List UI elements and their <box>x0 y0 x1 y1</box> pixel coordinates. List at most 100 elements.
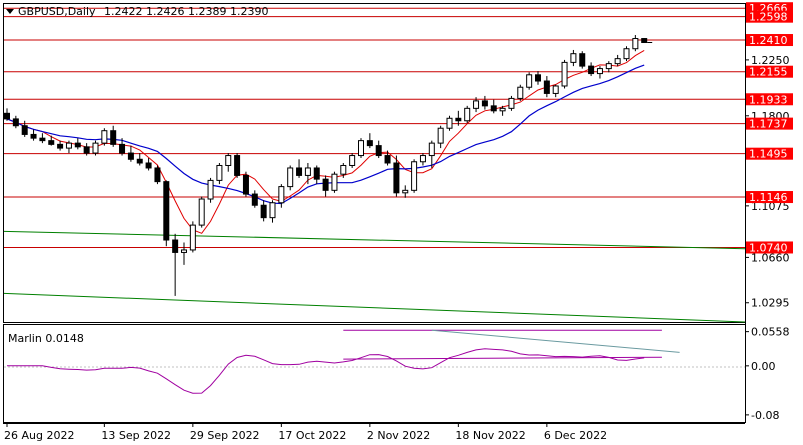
ma-long-line-2 <box>3 292 746 323</box>
candle <box>110 125 117 147</box>
symbol-label: GBPUSD,Daily <box>18 5 96 18</box>
candle <box>446 115 453 131</box>
candle <box>260 200 267 222</box>
symbol-dropdown-icon[interactable] <box>6 9 14 14</box>
time-axis-label: 29 Sep 2022 <box>190 429 260 442</box>
candle <box>632 35 639 52</box>
candle <box>163 180 170 247</box>
candle <box>623 46 630 62</box>
level-value: 1.1495 <box>749 148 788 161</box>
level-tag: 1.1737 <box>746 117 793 131</box>
candle <box>331 171 338 193</box>
candle <box>145 158 152 171</box>
candle <box>508 95 515 111</box>
candle <box>561 59 568 89</box>
candle <box>181 242 187 265</box>
level-tag: 1.1933 <box>746 93 793 106</box>
candle <box>198 196 205 228</box>
candle <box>579 51 586 69</box>
candle <box>366 133 373 149</box>
candle <box>464 105 471 124</box>
candle <box>588 62 595 77</box>
oscillator-axis: 0.0558 0.00 -0.08 <box>745 326 790 422</box>
candle <box>57 140 64 151</box>
level-value: 1.1146 <box>749 191 788 204</box>
level-value: 1.1737 <box>749 118 788 131</box>
level-value: 1.2155 <box>749 66 788 79</box>
oscillator-line <box>7 348 645 394</box>
candle <box>4 108 10 121</box>
candle <box>74 138 81 150</box>
candle <box>304 163 311 185</box>
candle <box>242 171 249 197</box>
level-value: 1.1933 <box>749 93 788 106</box>
candle <box>535 71 541 85</box>
candle <box>216 163 223 185</box>
candle <box>517 84 524 101</box>
candle <box>189 221 196 253</box>
candle <box>101 128 108 146</box>
level-value: 1.2598 <box>749 11 788 24</box>
candle <box>12 115 19 129</box>
candle <box>490 99 497 114</box>
candle <box>393 155 400 197</box>
candle <box>419 153 426 166</box>
candle <box>455 110 462 126</box>
ma-long-line <box>3 230 746 250</box>
candlestick-series <box>4 35 653 296</box>
level-value: 1.0740 <box>749 241 788 254</box>
candle <box>234 153 241 178</box>
candle <box>322 175 329 197</box>
oscillator-axis-label: 0.0558 <box>751 326 790 339</box>
candle <box>30 129 37 141</box>
candle <box>349 153 356 168</box>
candle <box>313 165 320 185</box>
candle <box>269 200 276 223</box>
candle <box>39 133 46 144</box>
level-tag: 1.1146 <box>746 191 793 204</box>
candle <box>552 84 559 98</box>
price-axis-label: 1.1075 <box>751 200 790 213</box>
level-tag: 1.1495 <box>746 147 793 161</box>
candle <box>543 76 550 98</box>
time-axis: 26 Aug 2022 13 Sep 2022 29 Sep 2022 17 Oct … <box>4 423 607 442</box>
candle <box>411 159 418 193</box>
oscillator-frame <box>3 324 746 423</box>
horizontal-levels <box>4 7 745 248</box>
candle <box>570 49 577 67</box>
oscillator-axis-label: 0.00 <box>751 360 776 373</box>
price-axis-label: 1.0660 <box>751 251 790 264</box>
level-tag: 1.0740 <box>746 241 793 254</box>
main-chart-frame <box>3 3 746 323</box>
candle <box>296 159 303 178</box>
candle <box>526 72 533 90</box>
candle <box>402 185 409 198</box>
candle <box>92 140 99 156</box>
ohlc-values: 1.2422 1.2426 1.2389 1.2390 <box>104 5 268 18</box>
level-value: 1.2410 <box>749 34 788 47</box>
candle <box>83 143 90 156</box>
candle <box>119 138 126 156</box>
time-axis-label: 2 Nov 2022 <box>367 429 430 442</box>
level-tag: 1.2155 <box>746 65 793 79</box>
time-axis-label: 13 Sep 2022 <box>101 429 171 442</box>
candle <box>278 184 285 208</box>
level-tag: 1.2410 <box>746 34 793 47</box>
candle <box>437 125 444 149</box>
marlin-oscillator <box>7 329 680 394</box>
oscillator-label: Marlin 0.0148 <box>8 332 84 345</box>
time-axis-label: 17 Oct 2022 <box>278 429 346 442</box>
time-axis-label: 18 Nov 2022 <box>455 429 525 442</box>
time-axis-label: 6 Dec 2022 <box>544 429 607 442</box>
candle <box>225 153 232 172</box>
level-tag: 1.2598 <box>746 10 793 24</box>
oscillator-trend-diagonal[interactable] <box>431 329 680 353</box>
candle <box>287 165 294 191</box>
time-axis-label: 26 Aug 2022 <box>4 429 74 442</box>
price-axis-label: 1.0295 <box>751 297 790 310</box>
candle <box>207 177 214 203</box>
price-axis-label: 1.2250 <box>751 54 790 67</box>
candle <box>375 140 382 159</box>
oscillator-trend-lower[interactable] <box>343 356 662 360</box>
